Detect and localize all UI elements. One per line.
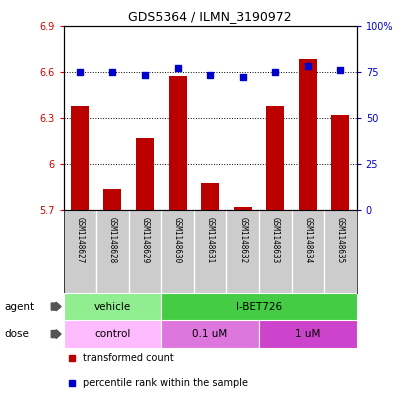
Text: GSM1148629: GSM1148629 (140, 217, 149, 263)
Text: GSM1148627: GSM1148627 (75, 217, 84, 263)
Text: GSM1148635: GSM1148635 (335, 217, 344, 263)
Text: GSM1148631: GSM1148631 (205, 217, 214, 263)
Bar (266, 106, 283, 210)
Bar (161, 320, 258, 348)
Bar (168, 76, 186, 210)
Text: GSM1148634: GSM1148634 (303, 217, 312, 263)
Title: GDS5364 / ILMN_3190972: GDS5364 / ILMN_3190972 (128, 10, 291, 23)
Text: GSM1148630: GSM1148630 (173, 217, 182, 263)
Bar (298, 59, 316, 210)
Bar (63, 293, 161, 320)
Text: percentile rank within the sample: percentile rank within the sample (82, 378, 247, 387)
Text: vehicle: vehicle (94, 301, 131, 312)
Bar (201, 183, 218, 210)
Text: transformed count: transformed count (82, 353, 173, 363)
Text: 0.1 uM: 0.1 uM (192, 329, 227, 339)
Text: I-BET726: I-BET726 (235, 301, 281, 312)
Bar (136, 138, 153, 210)
Bar (258, 320, 356, 348)
Text: GSM1148633: GSM1148633 (270, 217, 279, 263)
Text: control: control (94, 329, 130, 339)
Text: GSM1148632: GSM1148632 (238, 217, 247, 263)
Bar (103, 189, 121, 210)
Bar (161, 293, 356, 320)
Text: GSM1148628: GSM1148628 (108, 217, 117, 263)
Bar (330, 115, 348, 210)
Text: dose: dose (4, 329, 29, 339)
Text: agent: agent (4, 301, 34, 312)
Text: 1 uM: 1 uM (294, 329, 320, 339)
Bar (71, 106, 89, 210)
Bar (63, 320, 161, 348)
Bar (233, 207, 251, 210)
